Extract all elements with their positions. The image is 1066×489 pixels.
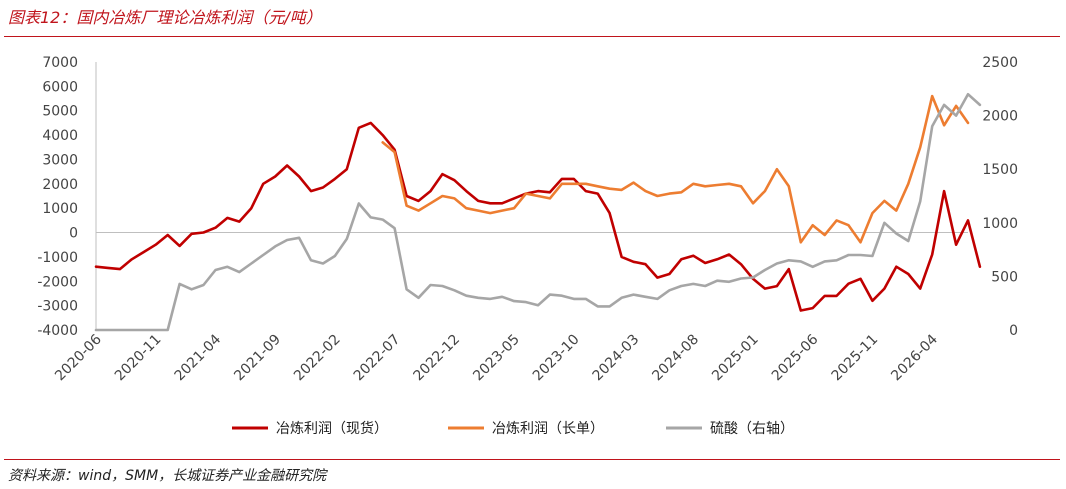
y-right-tick-label: 1000 — [982, 216, 1018, 232]
y-right-tick-label: 2000 — [982, 109, 1018, 125]
x-tick-label: 2025-01 — [709, 332, 762, 385]
y-left-tick-label: -2000 — [37, 274, 78, 290]
y-left-tick-label: 6000 — [42, 79, 78, 95]
x-tick-label: 2026-04 — [888, 331, 941, 384]
legend-label-3: 硫酸（右轴） — [710, 421, 794, 437]
y-left-tick-label: -4000 — [37, 323, 78, 339]
series-line-2 — [381, 94, 970, 244]
y-left-tick-label: 1000 — [42, 201, 78, 217]
y-axis-right: 2500 2000 1500 1000 500 0 — [982, 55, 1018, 339]
x-tick-label: 2024-03 — [590, 332, 643, 385]
legend: 冶炼利润（现货） 冶炼利润（长单） 硫酸（右轴） — [232, 420, 794, 437]
y-left-tick-label: -3000 — [37, 299, 78, 315]
y-right-tick-label: 500 — [991, 269, 1018, 285]
y-left-tick-label: 4000 — [42, 128, 78, 144]
x-tick-label: 2022-12 — [411, 332, 464, 385]
y-right-tick-label: 1500 — [982, 162, 1018, 178]
y-right-tick-label: 0 — [1009, 323, 1018, 339]
x-tick-label: 2025-06 — [769, 331, 822, 384]
x-tick-label: 2023-10 — [530, 332, 583, 385]
y-left-tick-label: 5000 — [42, 104, 78, 120]
x-tick-label: 2023-05 — [470, 332, 523, 385]
y-left-tick-label: 3000 — [42, 152, 78, 168]
x-axis: 2020-06 2020-11 2021-04 2021-09 2022-02 2022-… — [52, 232, 968, 385]
y-left-tick-label: 0 — [69, 226, 78, 242]
x-tick-label: 2024-08 — [649, 332, 702, 385]
y-left-tick-label: -1000 — [37, 250, 78, 266]
legend-label-1: 冶炼利润（现货） — [276, 420, 388, 437]
legend-label-2: 冶炼利润（长单） — [492, 421, 604, 437]
x-tick-label: 2025-11 — [829, 332, 882, 385]
chart-title: 图表12：国内冶炼厂理论冶炼利润（元/吨） — [8, 8, 322, 27]
x-tick-label: 2022-02 — [291, 332, 344, 385]
y-left-tick-label: 7000 — [42, 55, 78, 71]
series-line-1 — [94, 121, 982, 312]
series-lines — [94, 92, 982, 332]
x-tick-label: 2021-04 — [172, 331, 225, 384]
x-tick-label: 2020-06 — [52, 331, 105, 384]
bottom-rule — [4, 459, 1060, 460]
chart-canvas: 70006000500040003000200010000-1000-2000-… — [37, 55, 1018, 437]
x-tick-label: 2022-07 — [351, 332, 404, 385]
series-line-3 — [94, 92, 982, 332]
x-tick-label: 2021-09 — [231, 332, 284, 385]
y-left-tick-label: 2000 — [42, 177, 78, 193]
source-note: 资料来源：wind，SMM，长城证券产业金融研究院 — [8, 468, 327, 484]
x-tick-label: 2020-11 — [112, 332, 165, 385]
top-rule — [4, 36, 1060, 37]
y-right-tick-label: 2500 — [982, 55, 1018, 71]
y-axis-left: 7000 6000 5000 4000 3000 2000 1000 0 -1000 -2000 -… — [37, 55, 97, 339]
